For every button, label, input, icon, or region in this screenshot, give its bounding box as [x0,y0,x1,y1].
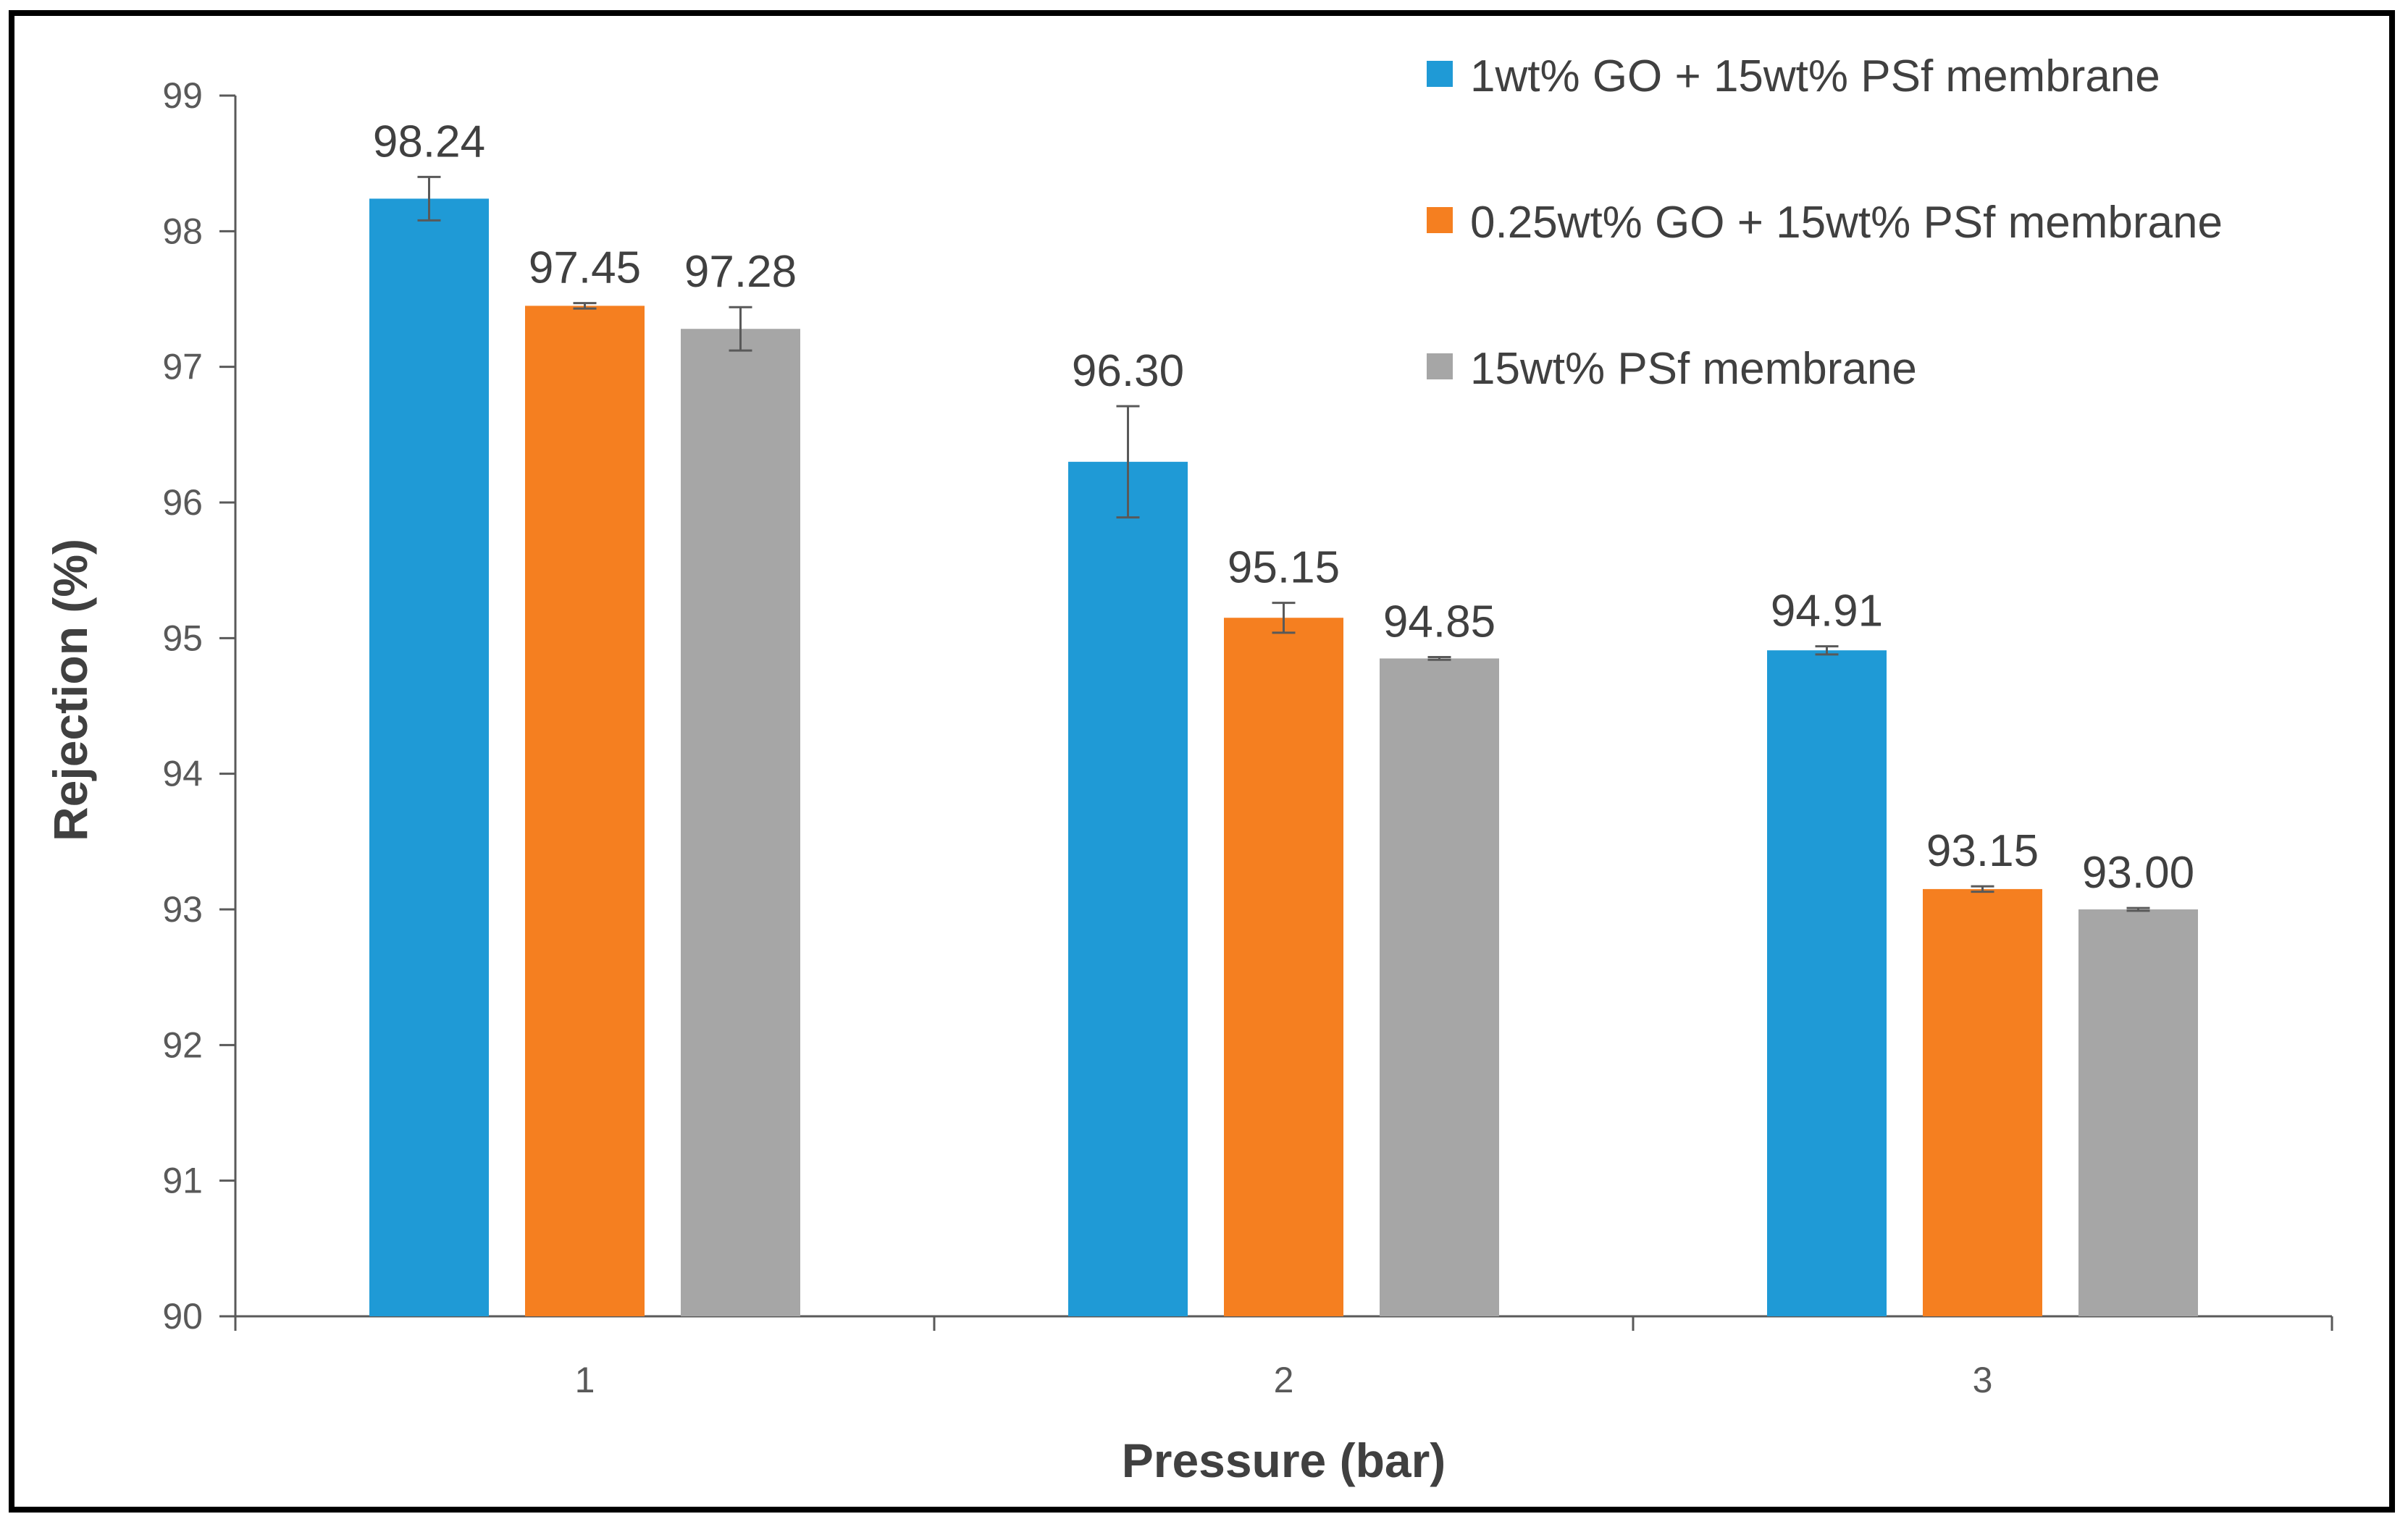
error-bar [1272,602,1296,634]
y-tick-label: 98 [162,211,203,251]
legend-label: 15wt% PSf membrane [1470,344,1917,394]
bar [1923,888,2042,1316]
data-label: 93.15 [1926,826,2039,876]
legend-swatch [1427,207,1453,233]
bar [681,329,800,1316]
data-label: 94.91 [1771,586,1883,636]
bar [1224,618,1343,1316]
legend-swatch [1427,61,1453,87]
legend: 1wt% GO + 15wt% PSf membrane 0.25wt% GO +… [1427,51,2223,394]
legend-item: 15wt% PSf membrane [1427,344,1917,394]
data-label: 96.30 [1072,346,1184,396]
legend-label: 0.25wt% GO + 15wt% PSf membrane [1470,198,2223,248]
data-labels: 98.24 97.45 97.28 96.30 95.15 94.85 94.91 93.15… [373,117,2194,898]
bar [2078,909,2198,1316]
error-bar [1971,885,1994,893]
x-tick-label: 3 [1973,1360,1993,1400]
error-bar [417,175,441,222]
legend-item: 1wt% GO + 15wt% PSf membrane [1427,51,2160,101]
y-tick-label: 95 [162,618,203,658]
data-label: 98.24 [373,117,485,167]
error-bar [2126,906,2150,912]
bar [1380,658,1499,1316]
data-label: 97.28 [684,247,797,297]
error-bar [1116,405,1140,519]
data-label: 93.00 [2082,848,2194,898]
y-tick-label: 91 [162,1161,203,1201]
y-tick-label: 90 [162,1296,203,1337]
bar [1767,650,1887,1316]
x-axis-title: Pressure (bar) [1122,1434,1446,1487]
x-tick-label: 1 [575,1360,595,1400]
data-label: 95.15 [1228,543,1340,593]
legend-label: 1wt% GO + 15wt% PSf membrane [1470,51,2160,101]
legend-item: 0.25wt% GO + 15wt% PSf membrane [1427,198,2223,248]
bar [525,306,645,1316]
error-bar [1427,656,1451,661]
y-tick-label: 93 [162,889,203,930]
y-tick-label: 97 [162,347,203,387]
x-tick-label: 2 [1274,1360,1294,1400]
error-bar [573,302,597,310]
y-tick-label: 94 [162,754,203,794]
error-bar [1815,645,1839,656]
data-label: 94.85 [1383,597,1495,647]
y-tick-label: 99 [162,75,203,116]
y-axis-title: Rejection (%) [43,539,97,841]
data-label: 97.45 [529,243,641,293]
bar [1068,461,1188,1316]
y-tick-label: 96 [162,482,203,523]
y-tick-label: 92 [162,1025,203,1065]
error-bar [729,306,752,352]
bars [369,175,2198,1317]
legend-swatch [1427,353,1453,379]
bar [369,198,489,1317]
